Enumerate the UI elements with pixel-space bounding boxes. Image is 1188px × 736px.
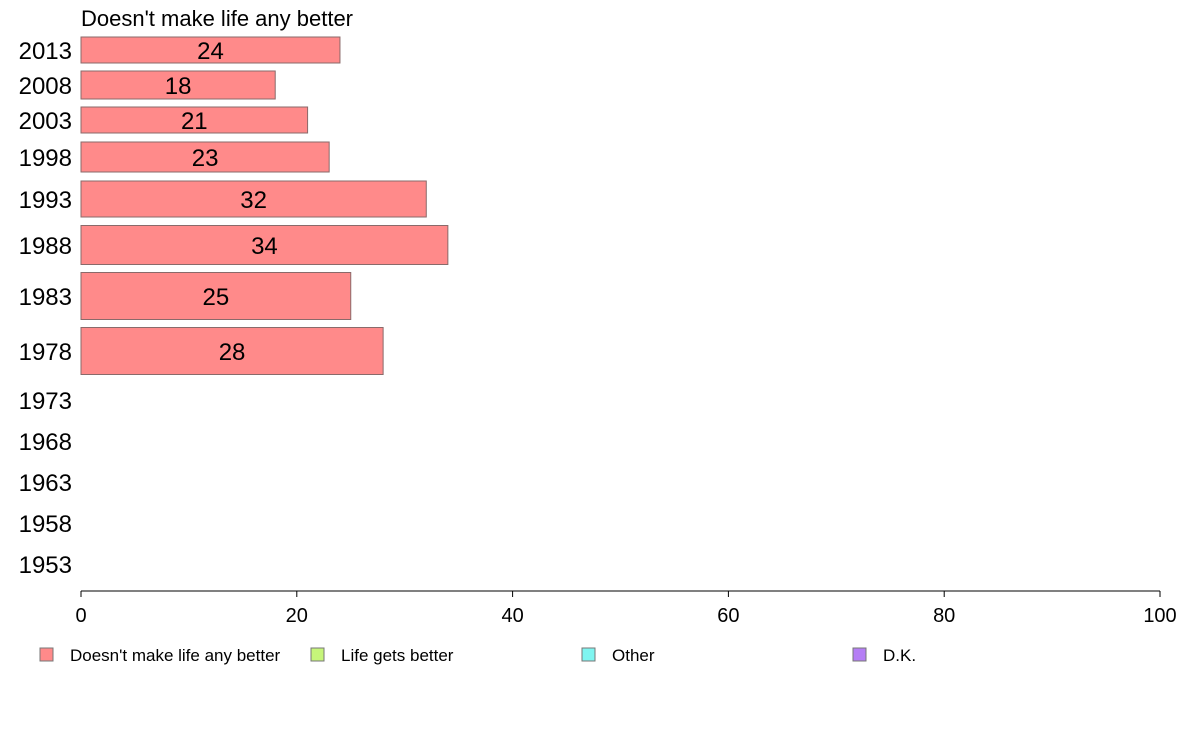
year-label: 1958 bbox=[19, 511, 72, 538]
bar-value-label: 28 bbox=[219, 339, 246, 366]
bar bbox=[80, 106, 309, 134]
bar-value-label: 34 bbox=[251, 233, 278, 260]
year-label: 1993 bbox=[19, 187, 72, 214]
bar-value-label: 23 bbox=[192, 145, 219, 172]
year-label: 1988 bbox=[19, 233, 72, 260]
legend-swatch bbox=[852, 647, 867, 662]
year-label: 1983 bbox=[19, 284, 72, 311]
bar-value-label: 18 bbox=[165, 73, 192, 100]
legend-label: D.K. bbox=[883, 646, 916, 665]
bar-value-label: 21 bbox=[181, 108, 208, 135]
bar bbox=[80, 272, 352, 320]
bar bbox=[80, 36, 341, 64]
year-label: 1953 bbox=[19, 552, 72, 579]
x-tick-label: 0 bbox=[75, 605, 86, 627]
x-tick-label: 80 bbox=[933, 605, 955, 627]
x-tick-label: 100 bbox=[1143, 605, 1176, 627]
legend-label: Doesn't make life any better bbox=[70, 646, 281, 665]
bar-value-label: 24 bbox=[197, 38, 224, 65]
legend: Doesn't make life any better Life gets be… bbox=[39, 646, 916, 665]
legend-swatch bbox=[39, 647, 54, 662]
x-tick-label: 60 bbox=[717, 605, 739, 627]
bar bbox=[80, 225, 449, 265]
year-label: 2008 bbox=[19, 73, 72, 100]
bars-layer: 2013 24 2008 18 2003 21 1998 23 1993 32 1988 34 1983… bbox=[19, 36, 449, 579]
bar bbox=[80, 141, 330, 173]
year-label: 1998 bbox=[19, 145, 72, 172]
panel-title: Doesn't make life any better bbox=[81, 6, 353, 31]
x-tick-label: 40 bbox=[501, 605, 523, 627]
year-label: 1978 bbox=[19, 339, 72, 366]
legend-swatch bbox=[581, 647, 596, 662]
legend-label: Life gets better bbox=[341, 646, 454, 665]
bar bbox=[80, 70, 276, 100]
bar bbox=[80, 327, 384, 375]
x-tick-label: 20 bbox=[286, 605, 308, 627]
x-axis: 0 20 40 60 80 100 bbox=[75, 590, 1177, 627]
legend-swatch bbox=[310, 647, 325, 662]
year-label: 2003 bbox=[19, 108, 72, 135]
year-label: 1973 bbox=[19, 388, 72, 415]
year-label: 2013 bbox=[19, 38, 72, 65]
year-label: 1968 bbox=[19, 429, 72, 456]
bar-value-label: 25 bbox=[203, 284, 230, 311]
bar-value-label: 32 bbox=[240, 187, 267, 214]
bar bbox=[80, 180, 427, 218]
legend-label: Other bbox=[612, 646, 655, 665]
year-label: 1963 bbox=[19, 470, 72, 497]
